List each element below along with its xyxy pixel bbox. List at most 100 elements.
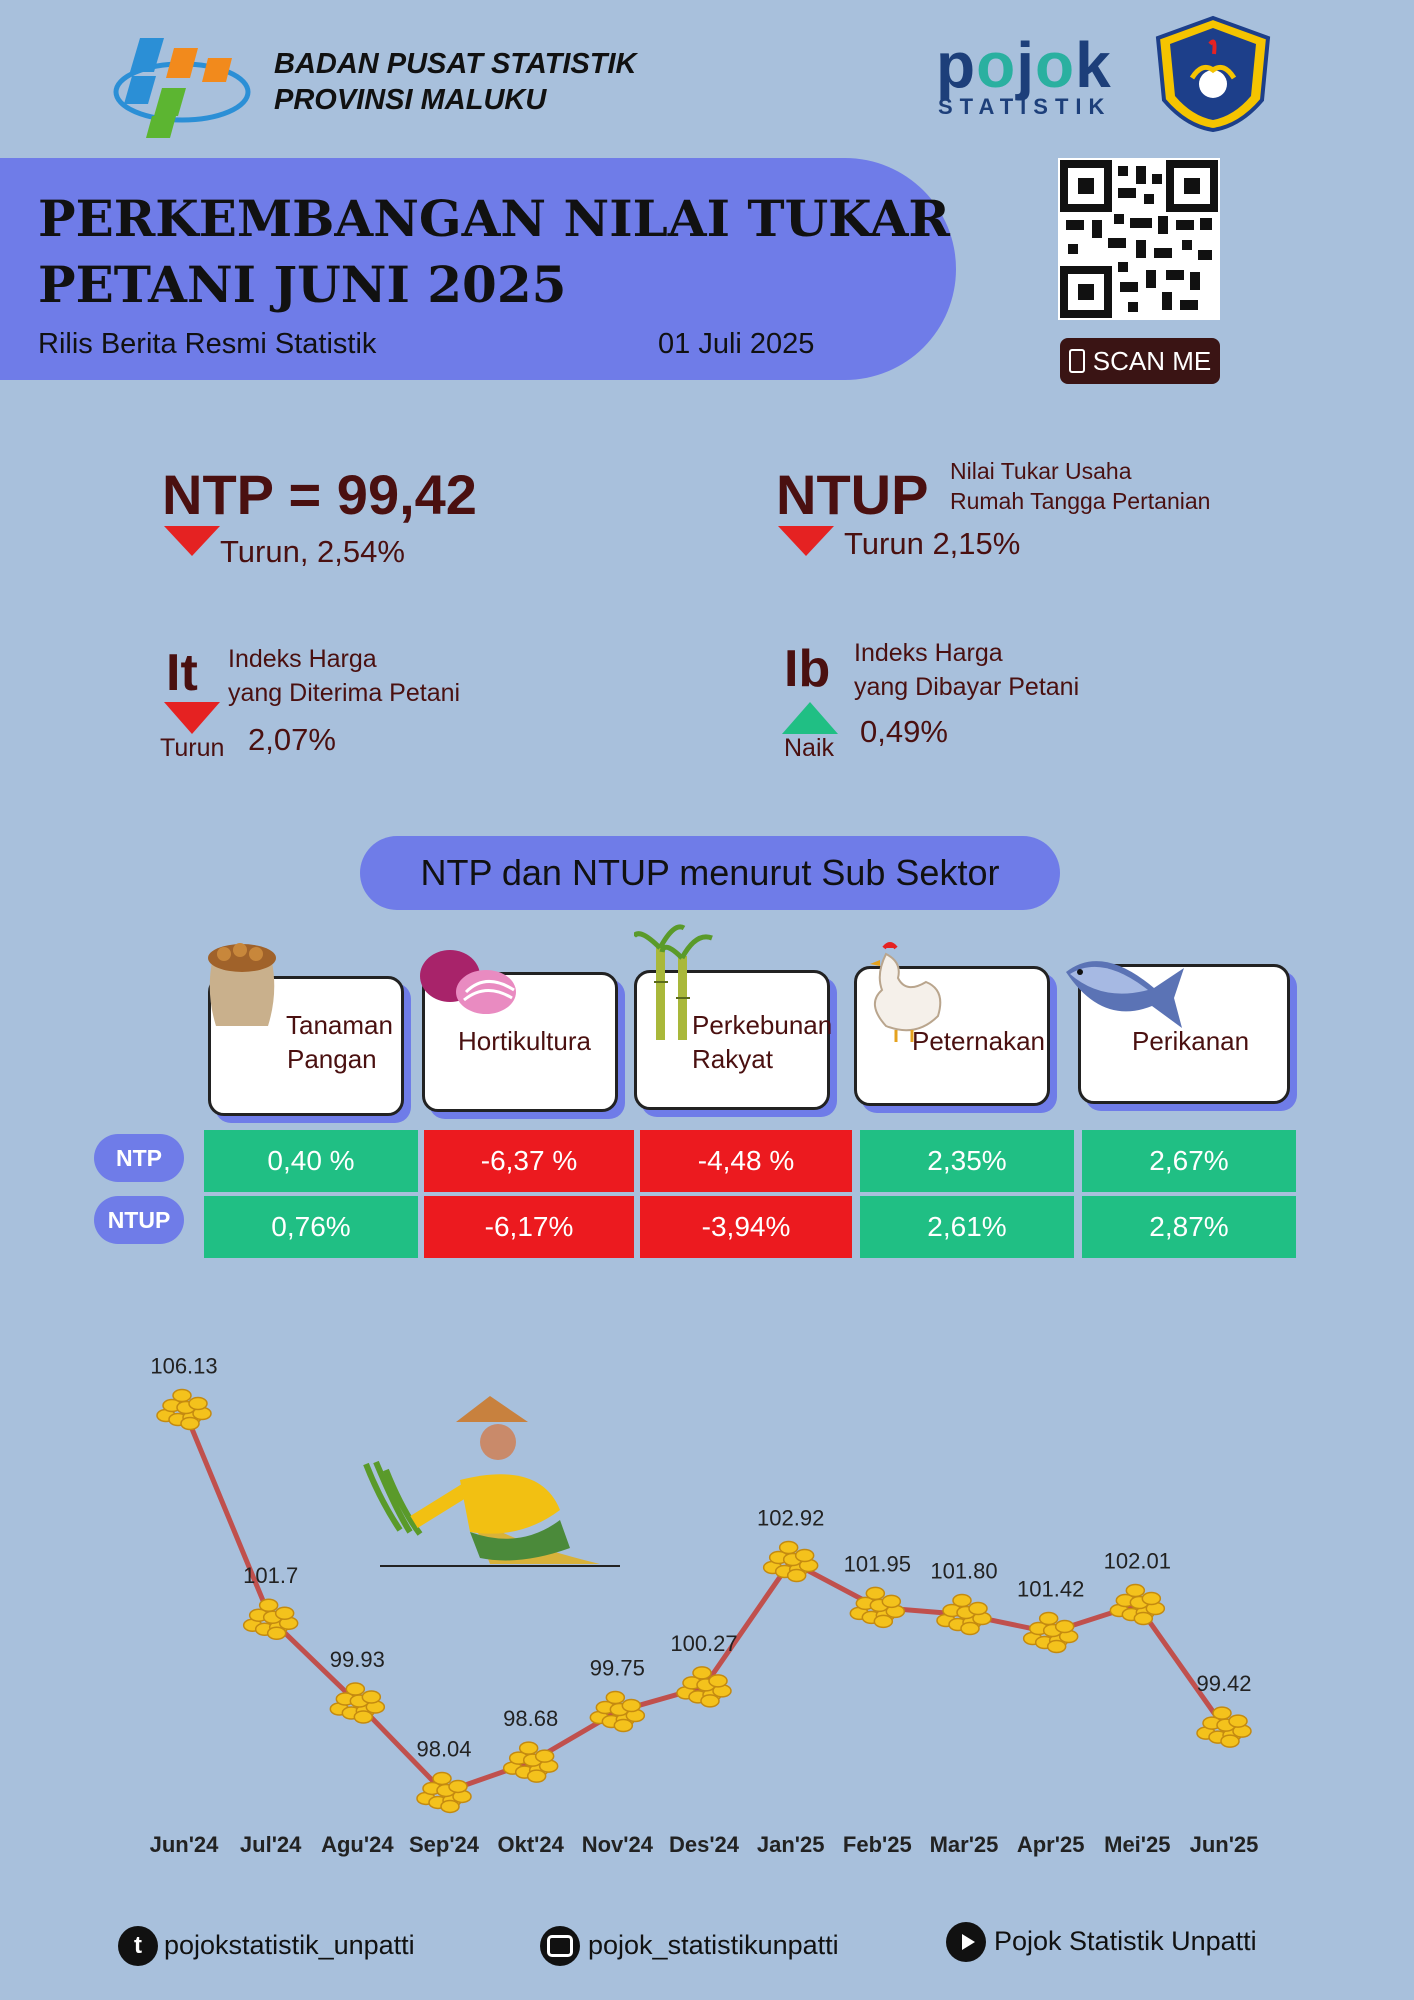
ntp-line-chart: 106.13 101.7 99.93 98.04 98.68 99.75 100.27 102… [150,1354,1259,1857]
x-tick-label: Jun'25 [1190,1832,1259,1857]
x-tick-label: Jul'24 [240,1832,302,1857]
sector-label-hortikultura: Hortikultura [458,1026,591,1056]
ib-desc-line-2: yang Dibayar Petani [854,673,1080,701]
ntp-cell-perikanan: 2,67% [1082,1130,1296,1192]
org-line-2: PROVINSI MALUKU [274,84,547,116]
data-label: 102.01 [1104,1549,1171,1574]
it-label: It [166,644,198,702]
sector-heading: NTP dan NTUP menurut Sub Sektor [360,836,1060,910]
ntp-cell-perkebunan-rakyat: -4,48 % [640,1130,852,1192]
instagram-handle[interactable]: pojok_statistikunpatti [588,1930,839,1960]
x-tick-label: Apr'25 [1017,1832,1085,1857]
chicken-icon [856,934,946,1049]
data-point-coins [762,1540,819,1583]
x-tick-label: Feb'25 [843,1832,912,1857]
data-label: 102.92 [757,1505,824,1530]
scan-me-button[interactable]: SCAN ME [1060,338,1220,384]
data-label: 101.95 [844,1551,911,1576]
data-point-coins [1196,1706,1252,1748]
ib-desc-line-1: Indeks Harga [854,639,1003,667]
x-tick-label: Jun'24 [150,1832,220,1857]
page-title: PERKEMBANGAN NILAI TUKAR PETANI JUNI 202… [38,186,950,318]
ntup-cell-perikanan: 2,87% [1082,1196,1296,1258]
title-line-2: PETANI JUNI 2025 [38,255,567,314]
data-label: 99.42 [1196,1671,1251,1696]
youtube-channel[interactable]: Pojok Statistik Unpatti [994,1926,1257,1956]
ib-up-arrow-icon [782,702,838,734]
qr-code-icon[interactable] [1058,158,1220,320]
data-point-coins [849,1586,906,1629]
data-label: 100.27 [670,1631,737,1656]
data-point-coins [502,1741,559,1783]
youtube-icon[interactable] [946,1922,986,1962]
data-point-coins [1022,1611,1079,1654]
data-label: 99.93 [330,1647,385,1672]
tiktok-handle[interactable]: pojokstatistik_unpatti [164,1930,415,1960]
data-point-coins [936,1593,992,1636]
release-date: 01 Juli 2025 [658,328,815,360]
data-label: 98.04 [416,1736,471,1761]
x-tick-label: Sep'24 [409,1832,480,1857]
row-label-ntp: NTP [94,1134,184,1182]
data-point-coins [416,1771,472,1814]
sector-label-line-1: Perkebunan [692,1010,833,1040]
ntp-cell-peternakan: 2,35% [860,1130,1074,1192]
grain-sack-icon [202,934,282,1035]
instagram-icon[interactable] [540,1926,580,1966]
chart-points [156,1388,1252,1814]
data-point-coins [242,1598,299,1640]
data-point-coins [329,1682,386,1724]
card-perkebunan-rakyat [634,970,830,1110]
data-point-coins [676,1666,732,1708]
sector-label-tanaman-pangan: Tanaman Pangan [286,1008,393,1076]
data-label: 98.68 [503,1706,558,1731]
card-perikanan [1078,964,1290,1104]
ntup-description: Nilai Tukar Usaha Rumah Tangga Pertanian [950,456,1210,516]
tiktok-icon[interactable]: t [118,1926,158,1966]
ib-label: Ib [784,640,831,698]
pojok-logo-subtext: STATISTIK [938,94,1112,119]
sector-label-line-2: Pangan [287,1044,377,1074]
chart-value-labels: 106.13 101.7 99.93 98.04 98.68 99.75 100.27 102… [150,1354,1251,1762]
ib-direction: Naik [784,734,835,762]
ntp-value: NTP = 99,42 [162,463,477,526]
ntup-desc-line-1: Nilai Tukar Usaha [950,458,1132,484]
ntup-change: Turun 2,15% [844,526,1021,561]
data-label: 101.42 [1017,1576,1084,1601]
data-point-coins [156,1388,212,1431]
x-tick-label: Mei'25 [1104,1832,1170,1857]
it-down-arrow-icon [164,702,220,734]
data-label: 101.80 [930,1558,997,1583]
fish-icon [1062,948,1188,1033]
sector-label-peternakan: Peternakan [912,1026,1045,1056]
ntp-cell-hortikultura: -6,37 % [424,1130,634,1192]
ntp-cell-tanaman-pangan: 0,40 % [204,1130,418,1192]
data-point-coins [1109,1583,1166,1626]
release-subtitle: Rilis Berita Resmi Statistik [38,328,377,360]
chart-x-tick-labels: Jun'24 Jul'24 Agu'24 Sep'24 Okt'24 Nov'24 Des'… [150,1832,1259,1857]
x-tick-label: Agu'24 [321,1832,394,1857]
it-desc-line-2: yang Diterima Petani [228,679,461,707]
sector-label-line-2: Rakyat [692,1044,773,1074]
ntup-cell-peternakan: 2,61% [860,1196,1074,1258]
ntup-label: NTUP [776,463,929,526]
title-line-1: PERKEMBANGAN NILAI TUKAR [38,189,950,248]
sector-label-perkebunan-rakyat: Perkebunan Rakyat [692,1008,832,1076]
it-change: 2,07% [248,722,336,757]
sector-label-perikanan: Perikanan [1132,1026,1250,1056]
ntp-change: Turun, 2,54% [220,534,405,569]
university-seal-icon [1152,14,1274,137]
bps-logo-icon [112,30,252,147]
ntup-cell-hortikultura: -6,17% [424,1196,634,1258]
scan-me-label: SCAN ME [1092,345,1212,376]
ntp-down-arrow-icon [164,526,220,556]
ntup-cell-perkebunan-rakyat: -3,94% [640,1196,852,1258]
farmer-illustration [363,1396,620,1567]
sugarcane-icon [632,922,714,1047]
ntup-down-arrow-icon [778,526,834,556]
row-label-ntup: NTUP [94,1196,184,1244]
org-line-1: BADAN PUSAT STATISTIK [274,48,637,80]
x-tick-label: Nov'24 [582,1832,654,1857]
sector-label-line-1: Tanaman [286,1010,393,1040]
data-label: 99.75 [590,1656,645,1681]
